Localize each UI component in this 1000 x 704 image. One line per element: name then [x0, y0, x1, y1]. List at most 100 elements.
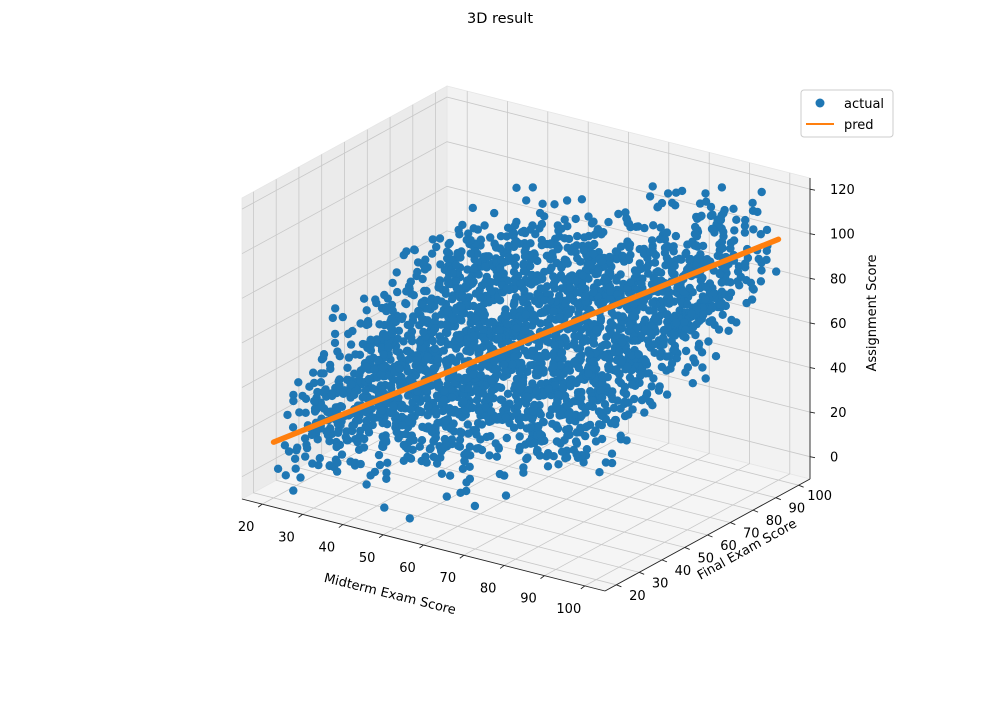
data-point [379, 350, 388, 359]
data-point [326, 364, 335, 374]
data-point [442, 492, 451, 501]
data-point [325, 437, 334, 446]
data-point [405, 375, 414, 384]
data-point [490, 208, 499, 218]
data-point [772, 267, 781, 276]
data-point [503, 389, 513, 398]
x-tick [338, 524, 344, 528]
data-point [533, 365, 543, 374]
data-point [667, 266, 677, 276]
data-point [472, 344, 481, 353]
data-point [694, 339, 704, 349]
data-point [688, 379, 697, 388]
data-point [353, 438, 362, 447]
data-point [604, 217, 613, 227]
data-point [447, 393, 457, 402]
data-point [597, 393, 607, 402]
z-tick [809, 456, 816, 459]
data-point [626, 278, 635, 287]
data-point [563, 400, 572, 410]
data-point [435, 234, 445, 243]
data-point [319, 369, 328, 378]
data-point [378, 385, 387, 395]
z-tick-label: 60 [830, 317, 847, 332]
data-point [662, 390, 672, 399]
data-point [458, 291, 467, 300]
data-point [469, 264, 479, 273]
data-point [331, 304, 340, 313]
data-point [316, 378, 326, 387]
data-point [429, 452, 438, 462]
data-point [649, 306, 658, 316]
data-point [489, 413, 498, 423]
data-point [562, 196, 572, 205]
data-point [457, 303, 466, 312]
data-point [496, 395, 505, 404]
data-point [540, 267, 549, 277]
data-point [486, 278, 496, 287]
data-point [487, 387, 496, 396]
data-point [526, 239, 535, 248]
data-point [617, 338, 627, 347]
data-point [515, 446, 524, 455]
data-point [474, 407, 484, 416]
data-point [561, 299, 570, 308]
data-point [610, 415, 620, 425]
data-point [645, 192, 655, 201]
data-point [528, 379, 537, 388]
data-point [307, 430, 317, 440]
y-tick-label: 100 [807, 489, 832, 504]
data-point [445, 471, 455, 480]
legend-marker-actual [815, 98, 825, 108]
data-point [746, 278, 756, 287]
data-point [427, 249, 437, 258]
data-point [464, 229, 473, 238]
data-point [418, 422, 427, 432]
data-point [622, 302, 631, 312]
grid-line-z [241, 141, 811, 255]
data-point [681, 368, 690, 377]
data-point [588, 396, 597, 405]
data-point [440, 434, 450, 444]
data-point [584, 369, 593, 378]
data-point [540, 284, 549, 294]
data-point [740, 259, 750, 268]
data-point [361, 362, 371, 372]
data-point [604, 364, 613, 374]
data-point [423, 394, 432, 404]
data-point [471, 289, 481, 298]
data-point [464, 384, 473, 393]
data-point [642, 262, 652, 272]
data-point [685, 283, 694, 293]
x-tick-label: 80 [480, 581, 497, 596]
z-tick [809, 411, 816, 414]
data-point [647, 382, 656, 391]
data-point [406, 320, 415, 329]
data-point [640, 408, 649, 417]
data-point [615, 325, 624, 334]
x-tick-label: 40 [319, 541, 336, 556]
data-point [646, 329, 655, 338]
data-point [420, 265, 430, 274]
data-point [606, 318, 615, 327]
data-point [319, 350, 329, 359]
data-point [600, 352, 610, 362]
data-point [607, 449, 617, 458]
data-point [355, 370, 364, 380]
data-point [374, 450, 384, 460]
data-point [465, 462, 474, 471]
data-point [621, 208, 630, 217]
data-point [701, 189, 710, 198]
data-point [572, 450, 581, 459]
data-point [690, 358, 700, 367]
data-point [513, 401, 523, 410]
data-point [536, 379, 546, 389]
data-point [428, 235, 437, 244]
data-point [683, 240, 692, 249]
data-point [393, 334, 402, 343]
data-point [289, 486, 298, 495]
data-point [319, 388, 328, 397]
data-point [502, 319, 512, 329]
data-point [422, 385, 431, 395]
data-point [560, 215, 569, 224]
